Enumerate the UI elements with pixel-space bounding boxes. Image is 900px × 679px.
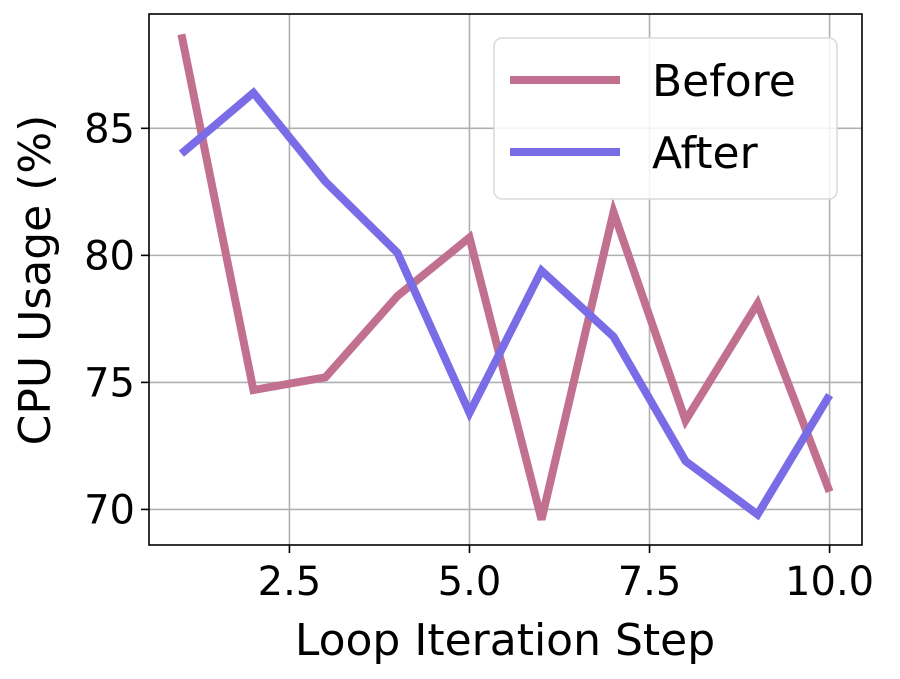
series-line-before: [177, 33, 834, 521]
series-lines: [177, 33, 834, 521]
y-tick-label: 80: [84, 233, 135, 279]
x-tick-label: 10.0: [785, 559, 874, 605]
y-tick-label: 85: [84, 106, 135, 152]
x-axis-label: Loop Iteration Step: [295, 615, 715, 666]
legend-label-after: After: [652, 128, 759, 179]
x-tick-label: 7.5: [618, 559, 682, 605]
y-axis-label: CPU Usage (%): [10, 115, 61, 446]
x-tick-label: 5.0: [438, 559, 502, 605]
ticks: 2.5 5.0 7.5 10.0 70 75 80 85: [84, 106, 874, 605]
x-tick-label: 2.5: [258, 559, 322, 605]
legend-label-before: Before: [652, 56, 796, 107]
plot-frame: [148, 13, 863, 546]
legend: Before After: [493, 37, 838, 200]
y-tick-label: 70: [84, 487, 135, 533]
series-line-after: [178, 87, 834, 521]
y-tick-label: 75: [84, 360, 135, 406]
